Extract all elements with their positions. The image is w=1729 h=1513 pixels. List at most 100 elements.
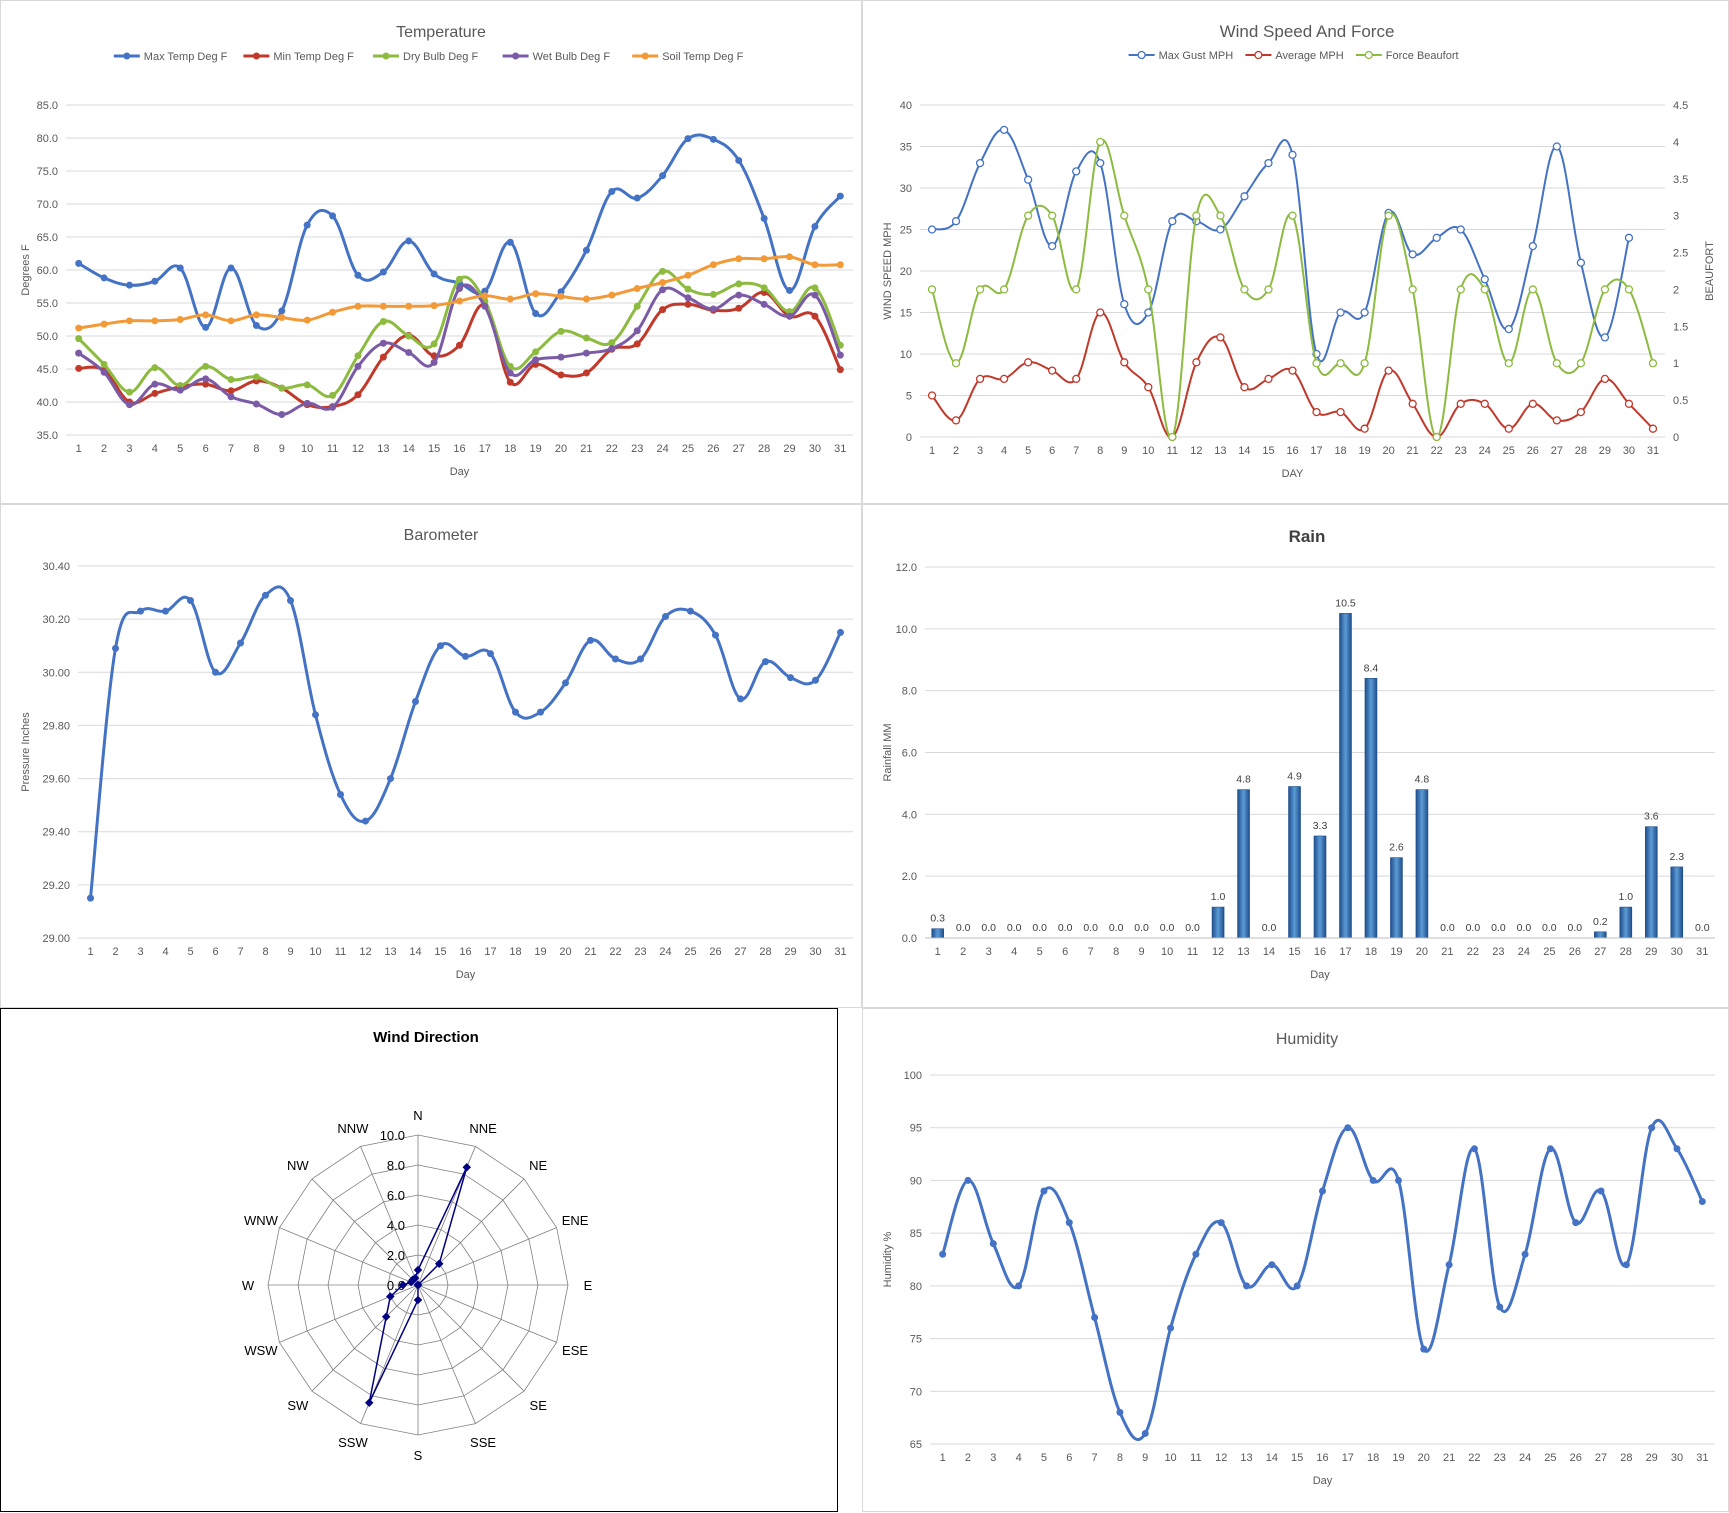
data-point	[176, 264, 184, 272]
y-tick-label: 80.0	[37, 133, 58, 145]
data-point	[1120, 300, 1129, 309]
bar-data-label: 0.0	[1542, 922, 1557, 934]
data-point	[278, 314, 286, 322]
data-point	[87, 894, 94, 902]
x-tick-label: 12	[1215, 1452, 1227, 1464]
y2-tick-label: 3	[1673, 211, 1679, 223]
data-point	[151, 277, 159, 285]
data-point	[125, 401, 133, 409]
data-point	[202, 323, 210, 331]
data-point	[684, 294, 692, 302]
data-point	[659, 279, 667, 287]
y-tick-label: 35.0	[37, 430, 58, 442]
x-tick-label: 5	[187, 946, 193, 958]
radar-point	[413, 1280, 423, 1290]
x-tick-label: 23	[634, 946, 646, 958]
data-point	[1048, 241, 1057, 251]
x-tick-label: 22	[1431, 445, 1443, 457]
series-line	[78, 255, 841, 330]
bar-data-label: 0.0	[1517, 922, 1532, 934]
data-point	[786, 312, 794, 320]
data-point	[1394, 1176, 1402, 1184]
data-point	[608, 187, 616, 195]
chart-title: Humidity	[1276, 1031, 1338, 1048]
y2-tick-label: 1.5	[1673, 321, 1688, 333]
x-tick-label: 23	[1494, 1452, 1506, 1464]
bar-data-label: 0.0	[1109, 922, 1124, 934]
x-tick-label: 10	[309, 946, 321, 958]
x-tick-label: 7	[1073, 445, 1079, 457]
x-axis-label: Day	[1313, 1475, 1333, 1487]
data-point	[303, 316, 311, 324]
bar-data-label: 2.6	[1389, 842, 1404, 854]
x-tick-label: 30	[1671, 946, 1683, 958]
x-tick-label: 21	[580, 443, 592, 455]
data-point	[1369, 1176, 1377, 1184]
x-tick-label: 10	[1142, 445, 1154, 457]
data-point	[684, 271, 692, 279]
x-tick-label: 20	[1416, 946, 1428, 958]
data-point	[1344, 1124, 1352, 1132]
x-tick-label: 30	[809, 946, 821, 958]
x-tick-label: 27	[733, 443, 745, 455]
direction-label: SW	[287, 1398, 309, 1413]
data-point	[1040, 1187, 1048, 1195]
x-tick-label: 25	[1543, 946, 1555, 958]
x-tick-label: 12	[359, 946, 371, 958]
data-point	[100, 360, 108, 368]
rain-bar	[1237, 789, 1250, 939]
y-tick-label: 85.0	[37, 100, 58, 112]
data-point	[1572, 1219, 1580, 1227]
barometer-chart-panel: Barometer 29.00 29.20 29.40 29.60 29.80 30.00 3…	[0, 504, 862, 1008]
x-tick-label: 28	[758, 443, 770, 455]
data-point	[1698, 1198, 1706, 1206]
y-tick-label: 25	[900, 225, 912, 237]
data-point	[964, 1176, 972, 1184]
data-point	[1264, 374, 1273, 384]
x-tick-label: 18	[1365, 946, 1377, 958]
data-point	[1360, 424, 1369, 433]
y2-tick-label: 4	[1673, 137, 1679, 149]
data-point	[662, 612, 669, 620]
data-point	[1504, 359, 1513, 368]
x-tick-label: 17	[484, 946, 496, 958]
x-tick-label: 13	[1237, 946, 1249, 958]
x-tick-label: 31	[1647, 445, 1659, 457]
radar-point	[462, 1162, 472, 1172]
data-point	[1240, 192, 1249, 201]
data-point	[1120, 211, 1129, 220]
data-point	[637, 655, 644, 663]
x-tick-label: 29	[783, 443, 795, 455]
data-point	[1096, 308, 1105, 317]
data-point	[506, 238, 514, 246]
data-point	[362, 817, 369, 825]
x-tick-label: 13	[1214, 445, 1226, 457]
data-point	[354, 391, 362, 399]
data-point	[227, 393, 235, 401]
data-point	[1216, 333, 1225, 342]
x-tick-label: 21	[1443, 1452, 1455, 1464]
bar-data-label: 8.4	[1364, 662, 1379, 674]
x-tick-label: 1	[87, 946, 93, 958]
x-tick-label: 6	[203, 443, 209, 455]
radial-tick-label: 2.0	[387, 1248, 405, 1263]
x-tick-label: 8	[253, 443, 259, 455]
data-point	[1240, 383, 1249, 392]
wind-speed-chart: Wind Speed And Force051015202530354000.5…	[882, 22, 1716, 480]
bar-data-label: 4.8	[1415, 774, 1430, 786]
x-tick-label: 3	[137, 946, 143, 958]
data-point	[608, 339, 616, 347]
legend-swatch-marker	[382, 52, 390, 60]
data-point	[227, 387, 235, 395]
data-point	[354, 302, 362, 310]
data-point	[684, 300, 692, 308]
y-axis-label: Rainfall MM	[882, 723, 894, 781]
data-point	[975, 374, 985, 384]
y-tick-label: 15	[900, 308, 912, 320]
y-tick-label: 50.0	[37, 331, 58, 343]
x-tick-label: 22	[606, 443, 618, 455]
data-point	[506, 369, 514, 377]
data-point	[633, 284, 641, 292]
data-point	[75, 324, 83, 332]
data-point	[1480, 285, 1489, 294]
